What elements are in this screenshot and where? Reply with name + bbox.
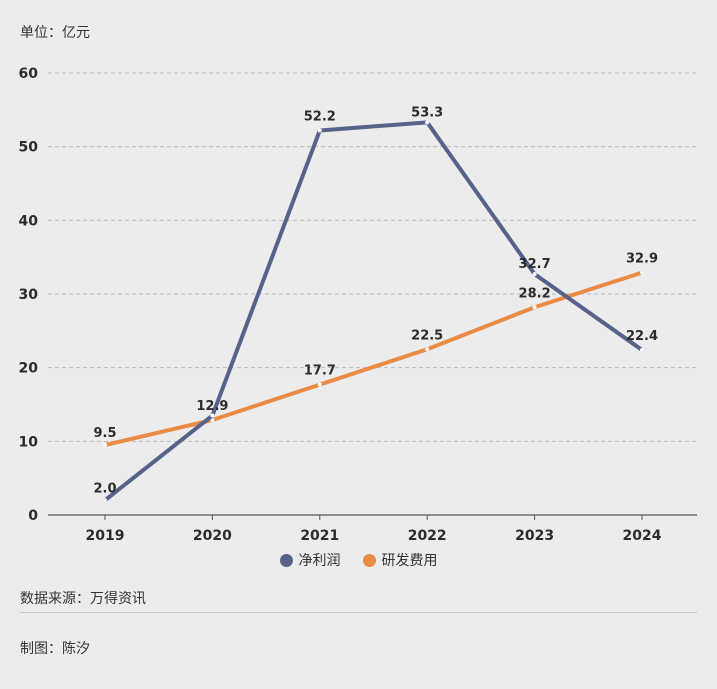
data-point-net-profit bbox=[317, 128, 322, 133]
unit-label: 单位：亿元 bbox=[20, 25, 90, 41]
legend-item-net-profit: 净利润 bbox=[279, 550, 341, 570]
x-tick-label: 2020 bbox=[193, 528, 232, 540]
divider bbox=[20, 612, 697, 613]
data-label-rd-expense: 17.7 bbox=[304, 364, 336, 379]
y-tick-label: 30 bbox=[19, 287, 39, 303]
data-point-rd-expense bbox=[640, 270, 644, 275]
y-tick-label: 20 bbox=[19, 361, 39, 377]
y-tick-label: 10 bbox=[19, 434, 39, 450]
data-label-net-profit: 53.3 bbox=[411, 105, 443, 120]
x-tick-label: 2019 bbox=[86, 528, 125, 540]
data-point-rd-expense bbox=[425, 347, 430, 352]
data-label-rd-expense: 9.5 bbox=[93, 426, 116, 441]
y-tick-label: 40 bbox=[19, 213, 39, 229]
data-label-net-profit: 2.0 bbox=[93, 481, 116, 496]
data-point-net-profit bbox=[103, 498, 107, 503]
x-tick-label: 2021 bbox=[300, 528, 339, 540]
y-tick-label: 50 bbox=[19, 140, 39, 156]
series-line-rd-expense bbox=[103, 270, 644, 448]
legend-item-rd-expense: 研发费用 bbox=[362, 550, 438, 570]
data-point-net-profit bbox=[210, 413, 215, 418]
legend-label-net-profit: 净利润 bbox=[298, 553, 341, 569]
x-tick-label: 2024 bbox=[623, 528, 662, 540]
data-point-rd-expense bbox=[532, 305, 537, 310]
legend-dot-net-profit bbox=[279, 553, 293, 567]
data-label-net-profit: 22.4 bbox=[626, 329, 658, 344]
legend-dot-rd-expense bbox=[362, 553, 376, 567]
x-tick-label: 2023 bbox=[515, 528, 554, 540]
chart-author: 制图：陈汐 bbox=[20, 641, 90, 657]
data-label-rd-expense: 22.5 bbox=[411, 328, 443, 343]
legend-label-rd-expense: 研发费用 bbox=[381, 553, 438, 569]
data-label-rd-expense: 32.9 bbox=[626, 252, 658, 267]
line-chart: 0 10 20 30 40 50 60 2019 2020 2021 2022 2023 2024 2.0… bbox=[19, 66, 697, 540]
series-line-net-profit bbox=[103, 120, 644, 503]
data-label-net-profit: 32.7 bbox=[519, 257, 551, 272]
data-label-net-profit: 52.2 bbox=[304, 109, 336, 124]
y-tick-label: 0 bbox=[28, 508, 38, 524]
data-point-rd-expense bbox=[210, 417, 215, 422]
y-tick-label: 60 bbox=[19, 66, 39, 82]
data-source: 数据来源：万得资讯 bbox=[20, 591, 146, 607]
data-point-rd-expense bbox=[103, 443, 107, 448]
x-tick-label: 2022 bbox=[408, 528, 447, 540]
chart-legend: 净利润 研发费用 bbox=[0, 550, 717, 570]
data-point-net-profit bbox=[640, 347, 644, 352]
data-point-rd-expense bbox=[317, 382, 322, 387]
data-point-net-profit bbox=[425, 120, 430, 125]
data-label-rd-expense: 12.9 bbox=[196, 399, 228, 414]
data-label-rd-expense: 28.2 bbox=[519, 286, 551, 301]
data-point-net-profit bbox=[532, 272, 537, 277]
